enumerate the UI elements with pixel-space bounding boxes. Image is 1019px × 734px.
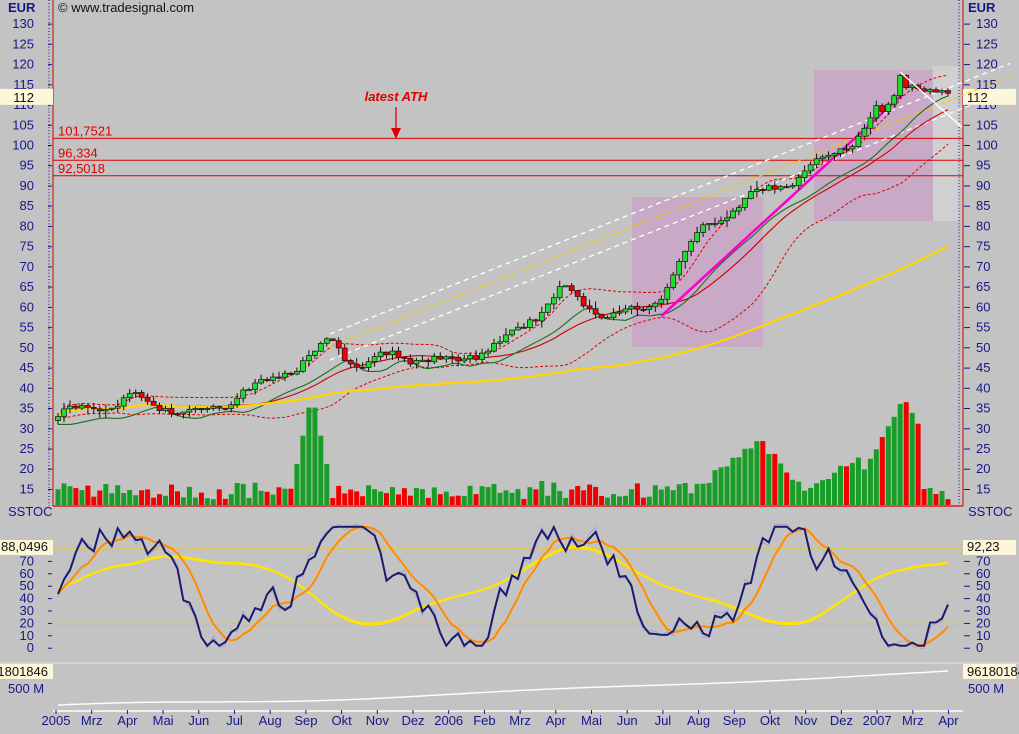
svg-text:latest ATH: latest ATH [365, 89, 428, 104]
svg-text:Nov: Nov [794, 713, 818, 728]
svg-text:500 M: 500 M [968, 681, 1004, 696]
svg-text:Mrz: Mrz [902, 713, 924, 728]
svg-text:85: 85 [20, 198, 34, 213]
svg-text:Okt: Okt [331, 713, 352, 728]
svg-text:60: 60 [976, 299, 990, 314]
svg-text:96180184: 96180184 [967, 664, 1019, 679]
svg-text:75: 75 [976, 239, 990, 254]
svg-text:65: 65 [20, 279, 34, 294]
svg-text:85: 85 [976, 198, 990, 213]
svg-text:65: 65 [976, 279, 990, 294]
svg-text:2007: 2007 [863, 713, 892, 728]
svg-text:Jul: Jul [226, 713, 243, 728]
svg-text:30: 30 [976, 421, 990, 436]
svg-text:90: 90 [976, 178, 990, 193]
svg-text:95: 95 [976, 158, 990, 173]
svg-text:15: 15 [20, 482, 34, 497]
svg-text:105: 105 [12, 117, 34, 132]
svg-text:2005: 2005 [42, 713, 71, 728]
svg-text:61801846: 61801846 [0, 664, 48, 679]
svg-text:92,23: 92,23 [967, 539, 1000, 554]
svg-text:40: 40 [976, 380, 990, 395]
svg-text:130: 130 [12, 16, 34, 31]
svg-text:Apr: Apr [117, 713, 138, 728]
svg-text:15: 15 [976, 482, 990, 497]
svg-text:Aug: Aug [687, 713, 710, 728]
svg-text:125: 125 [12, 36, 34, 51]
svg-text:55: 55 [976, 320, 990, 335]
svg-text:80: 80 [20, 218, 34, 233]
svg-text:100: 100 [976, 138, 998, 153]
svg-text:112: 112 [13, 90, 34, 105]
svg-text:Apr: Apr [546, 713, 567, 728]
svg-text:20: 20 [20, 461, 34, 476]
svg-text:Jun: Jun [188, 713, 209, 728]
svg-text:50: 50 [976, 340, 990, 355]
svg-text:120: 120 [12, 57, 34, 72]
svg-text:Dez: Dez [401, 713, 424, 728]
svg-text:55: 55 [20, 320, 34, 335]
svg-text:25: 25 [20, 441, 34, 456]
svg-text:Mai: Mai [581, 713, 602, 728]
svg-text:100: 100 [12, 138, 34, 153]
svg-text:EUR: EUR [8, 0, 36, 15]
svg-text:Sep: Sep [294, 713, 317, 728]
svg-text:95: 95 [20, 158, 34, 173]
svg-text:75: 75 [20, 239, 34, 254]
svg-text:2006: 2006 [434, 713, 463, 728]
svg-text:EUR: EUR [968, 0, 996, 15]
svg-text:70: 70 [20, 259, 34, 274]
svg-text:105: 105 [976, 117, 998, 132]
svg-text:88,0496: 88,0496 [1, 539, 48, 554]
svg-text:80: 80 [976, 218, 990, 233]
svg-text:Sep: Sep [723, 713, 746, 728]
svg-text:35: 35 [976, 401, 990, 416]
svg-text:Mrz: Mrz [81, 713, 103, 728]
svg-text:Dez: Dez [830, 713, 853, 728]
svg-text:Jul: Jul [655, 713, 672, 728]
svg-text:Mai: Mai [153, 713, 174, 728]
svg-text:45: 45 [976, 360, 990, 375]
svg-text:30: 30 [20, 421, 34, 436]
svg-text:20: 20 [976, 461, 990, 476]
svg-text:Mrz: Mrz [509, 713, 531, 728]
svg-text:Apr: Apr [938, 713, 959, 728]
svg-text:SSTOC: SSTOC [8, 504, 53, 519]
svg-text:92,5018: 92,5018 [58, 161, 105, 176]
svg-text:70: 70 [976, 259, 990, 274]
svg-text:25: 25 [976, 441, 990, 456]
svg-text:Okt: Okt [760, 713, 781, 728]
svg-text:130: 130 [976, 16, 998, 31]
svg-text:Jun: Jun [617, 713, 638, 728]
svg-text:© www.tradesignal.com: © www.tradesignal.com [58, 0, 194, 15]
svg-text:60: 60 [20, 299, 34, 314]
svg-text:SSTOC: SSTOC [968, 504, 1013, 519]
svg-text:101,7521: 101,7521 [58, 123, 112, 138]
svg-text:125: 125 [976, 36, 998, 51]
svg-text:Feb: Feb [473, 713, 495, 728]
svg-text:35: 35 [20, 401, 34, 416]
svg-text:Aug: Aug [259, 713, 282, 728]
svg-text:40: 40 [20, 380, 34, 395]
svg-text:Nov: Nov [366, 713, 390, 728]
svg-text:90: 90 [20, 178, 34, 193]
svg-text:50: 50 [20, 340, 34, 355]
svg-text:500 M: 500 M [8, 681, 44, 696]
svg-text:45: 45 [20, 360, 34, 375]
svg-text:96,334: 96,334 [58, 145, 98, 160]
